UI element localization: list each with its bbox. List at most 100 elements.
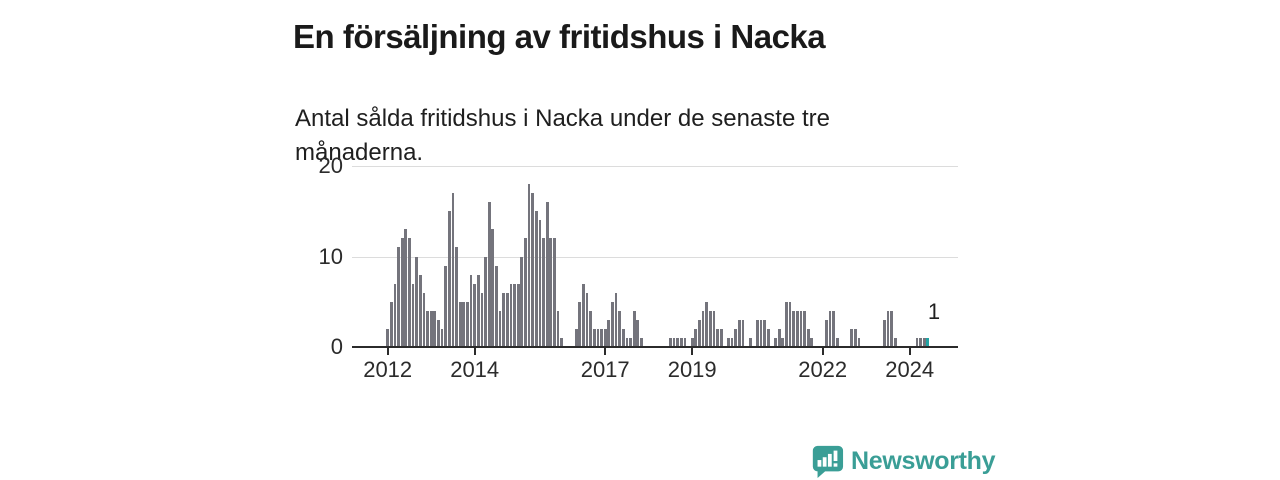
bar xyxy=(618,310,622,347)
bar xyxy=(600,328,603,347)
x-axis-line xyxy=(352,345,958,349)
bar xyxy=(397,247,400,347)
newsworthy-logo: Newsworthy xyxy=(810,444,996,478)
bar xyxy=(777,328,781,347)
bar xyxy=(589,310,593,347)
bar xyxy=(553,238,556,347)
newsworthy-logo-text: Newsworthy xyxy=(851,446,996,475)
bar xyxy=(451,193,455,347)
bar xyxy=(712,310,716,347)
bar xyxy=(850,328,854,347)
bar xyxy=(466,301,469,347)
bar xyxy=(480,292,484,347)
bar xyxy=(886,310,890,347)
x-axis-label: 2019 xyxy=(667,357,717,382)
bar xyxy=(683,337,687,347)
bar xyxy=(386,328,390,347)
bar xyxy=(578,301,582,347)
bar xyxy=(853,328,857,347)
bar xyxy=(781,337,785,347)
bar xyxy=(585,292,589,347)
bar xyxy=(447,211,451,347)
x-axis-tick xyxy=(386,348,389,355)
bar xyxy=(806,328,810,347)
bar xyxy=(727,337,730,347)
bar xyxy=(737,319,741,347)
bar xyxy=(429,310,433,347)
chart-subtitle: Antal sålda fritidshus i Nacka under de … xyxy=(295,105,830,167)
x-axis-label: 2022 xyxy=(798,357,848,382)
bar xyxy=(893,337,897,347)
x-axis-tick xyxy=(691,348,694,355)
bar xyxy=(672,337,676,347)
bar xyxy=(491,229,495,347)
bar xyxy=(393,283,397,347)
bar xyxy=(763,319,767,347)
bar xyxy=(556,310,560,347)
bar xyxy=(418,274,422,347)
bar xyxy=(458,301,462,347)
bar xyxy=(455,247,458,347)
bar xyxy=(810,337,814,347)
bar xyxy=(574,328,578,347)
bar xyxy=(832,310,835,347)
x-axis-label: 2012 xyxy=(363,357,413,382)
bar xyxy=(741,319,745,347)
bar xyxy=(857,337,861,347)
bar xyxy=(795,310,799,347)
bar xyxy=(629,337,632,347)
bar xyxy=(640,337,643,347)
bar xyxy=(473,283,477,347)
bar xyxy=(719,328,723,347)
bar xyxy=(690,337,694,347)
bar xyxy=(708,310,712,347)
bar xyxy=(596,328,600,347)
bar xyxy=(404,229,408,347)
bar xyxy=(636,319,640,347)
bar xyxy=(582,283,585,347)
bar xyxy=(915,337,919,347)
bar xyxy=(513,283,516,347)
bar xyxy=(549,238,553,347)
value-annotation: 1 xyxy=(927,299,941,324)
bar xyxy=(400,238,404,347)
bar xyxy=(919,337,922,347)
bar xyxy=(701,310,705,347)
x-axis-label: 2017 xyxy=(580,357,630,382)
page-title: En försäljning av fritidshus i Nacka xyxy=(293,18,826,56)
bar xyxy=(621,328,625,347)
bar xyxy=(484,256,487,347)
bar xyxy=(799,310,803,347)
bar xyxy=(603,328,607,347)
bar xyxy=(542,238,545,347)
bar xyxy=(774,337,777,347)
bar xyxy=(487,202,491,347)
bar xyxy=(502,292,506,347)
bar xyxy=(411,283,415,347)
bar xyxy=(625,337,629,347)
bar xyxy=(824,319,828,347)
x-axis-tick xyxy=(604,348,607,355)
bar xyxy=(730,337,734,347)
bar xyxy=(538,220,542,347)
y-axis-label: 0 xyxy=(330,334,343,359)
bar xyxy=(440,328,444,347)
bar xyxy=(766,328,770,347)
bar xyxy=(676,337,680,347)
bar xyxy=(422,292,426,347)
bar xyxy=(611,301,614,347)
bar xyxy=(545,202,549,347)
bar xyxy=(835,337,839,347)
x-axis-label: 2024 xyxy=(885,357,935,382)
bar xyxy=(614,292,618,347)
bar xyxy=(792,310,796,347)
gridline-y20 xyxy=(352,166,958,167)
bar xyxy=(534,211,538,347)
bar xyxy=(433,310,437,347)
bar xyxy=(785,301,788,347)
bar xyxy=(734,328,738,347)
y-axis-label: 10 xyxy=(318,243,343,269)
x-axis-tick xyxy=(473,348,476,355)
bar xyxy=(437,319,440,347)
